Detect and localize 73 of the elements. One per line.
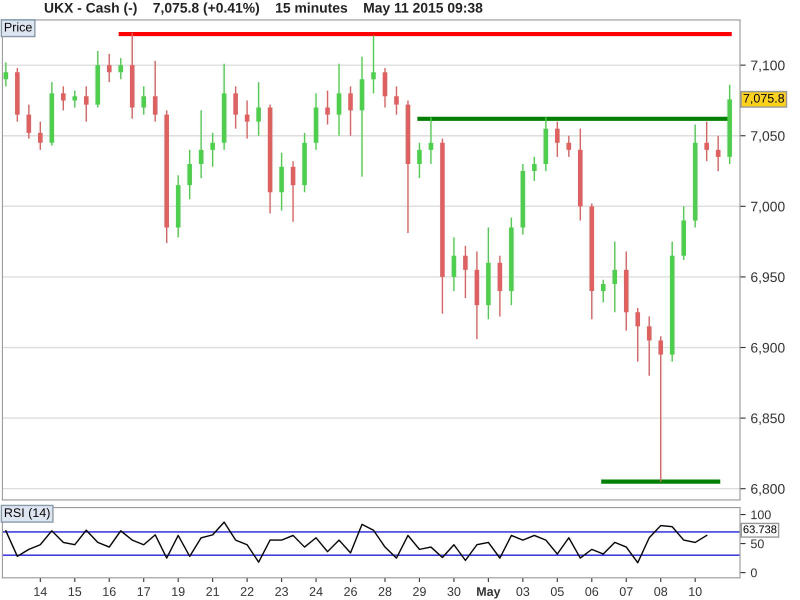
x-tick-label: 06	[585, 587, 598, 596]
y-tick-label: 7,100	[751, 60, 785, 72]
candlestick	[704, 120, 709, 162]
candlestick	[394, 86, 399, 116]
candlestick	[428, 116, 434, 165]
y-tick-label: 6,950	[751, 272, 785, 284]
x-tick-label: 24	[310, 587, 323, 596]
x-tick-label: 03	[516, 587, 530, 596]
x-tick-label: 14	[34, 587, 47, 596]
candlestick	[26, 104, 32, 140]
candlestick	[187, 149, 192, 200]
y-tick-label: 7,000	[751, 202, 785, 214]
candlestick	[371, 34, 376, 94]
candlestick	[290, 160, 296, 223]
candlestick	[612, 240, 618, 313]
candlestick	[244, 100, 250, 140]
candlestick	[382, 67, 388, 108]
candlestick	[60, 86, 66, 112]
x-tick-label: 29	[413, 587, 426, 596]
y-tick-label: 6,850	[751, 413, 785, 425]
candlestick	[118, 57, 124, 80]
candlestick	[38, 120, 43, 151]
line-series	[5, 521, 708, 564]
x-tick-label: 08	[654, 587, 668, 596]
y-tick-label: 50	[750, 539, 764, 548]
y-axis-title: RSI (14)	[4, 508, 50, 520]
candlestick	[658, 336, 664, 482]
x-tick-label: 15	[68, 587, 82, 596]
y-tick-label: 6,900	[751, 342, 785, 354]
x-tick-label: 05	[550, 587, 564, 596]
y-tick-label: 100	[751, 510, 771, 520]
candlestick	[198, 110, 204, 179]
candlestick	[106, 53, 112, 83]
candlestick	[233, 86, 238, 130]
x-tick-label: 23	[275, 587, 288, 596]
candlestick	[72, 90, 78, 108]
x-tick-label: 19	[172, 587, 185, 596]
candlestick	[463, 245, 468, 299]
candlestick	[532, 156, 537, 182]
candlestick	[348, 86, 353, 136]
candlestick	[256, 81, 261, 136]
x-tick-label: 30	[447, 587, 460, 596]
candlestick	[84, 86, 89, 122]
candlestick	[716, 135, 720, 172]
chart-title: UKX - Cash (-) 7,075.8 (+0.41%) 15 minutes May 11 2015 09:38	[44, 2, 482, 16]
x-tick-label: 28	[378, 587, 392, 596]
candlestick	[4, 62, 8, 88]
x-tick-label: 07	[620, 587, 633, 596]
candlestick	[635, 307, 640, 362]
candlestick	[600, 279, 606, 304]
x-tick-label: 21	[206, 587, 219, 596]
y-axis-title: Price	[4, 22, 32, 32]
candlestick	[336, 63, 342, 136]
candlestick	[141, 86, 146, 116]
text: 7,075.8	[744, 94, 784, 104]
candlestick	[210, 132, 215, 168]
x-tick-label: 17	[138, 587, 150, 596]
candlestick	[646, 316, 652, 376]
candlestick	[566, 135, 572, 158]
y-tick-label: 0	[750, 568, 757, 578]
candlestick	[452, 236, 456, 292]
candlestick	[325, 90, 330, 126]
x-tick-label: 26	[344, 587, 357, 596]
x-tick-label: 16	[103, 587, 116, 596]
candlestick	[555, 120, 560, 158]
x-tick-label: 22	[240, 587, 254, 596]
y-tick-label: 7,050	[751, 131, 785, 143]
candlestick	[152, 60, 158, 122]
y-tick-label: 6,800	[751, 484, 785, 496]
text: 63.738	[744, 525, 776, 534]
candlestick	[417, 142, 422, 179]
x-tick-label: May	[477, 587, 500, 598]
x-tick-label: 10	[689, 587, 702, 596]
